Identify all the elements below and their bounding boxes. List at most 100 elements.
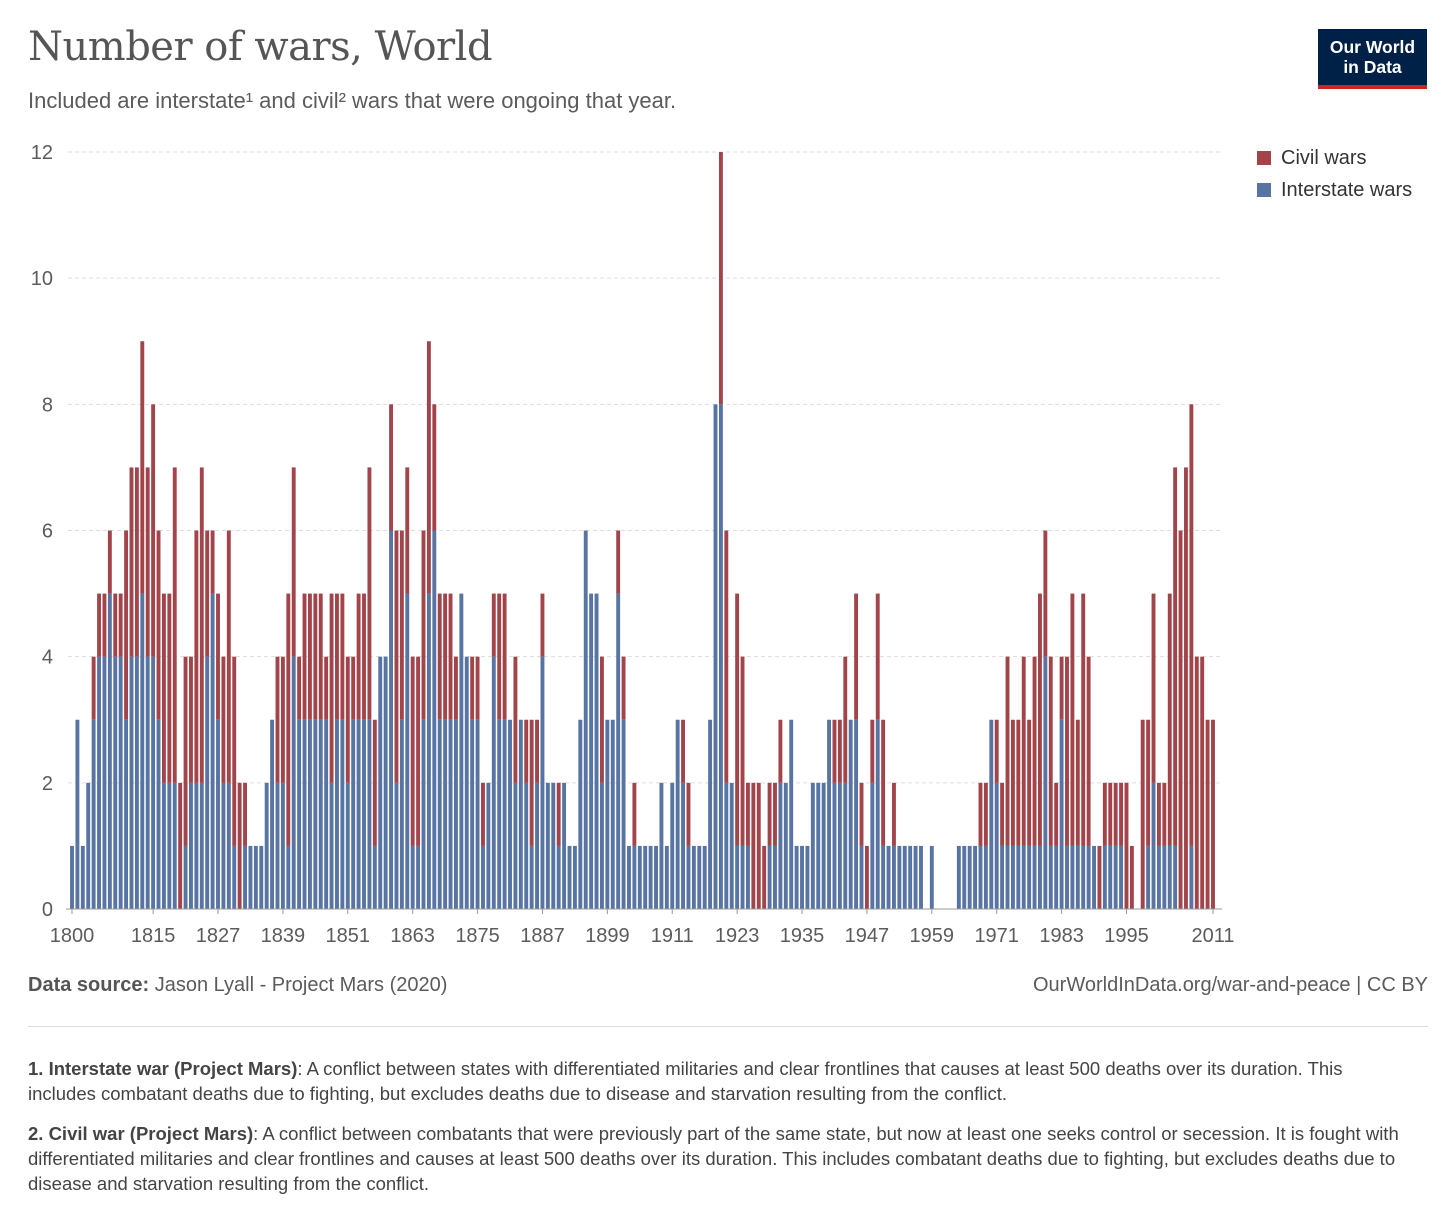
bar-civil[interactable] [983, 782, 988, 846]
bar-civil[interactable] [994, 719, 999, 783]
bar-interstate[interactable] [518, 719, 523, 909]
bar-civil[interactable] [372, 719, 377, 846]
bar-civil[interactable] [1211, 719, 1215, 909]
legend-item-interstate[interactable]: Interstate wars [1257, 174, 1412, 206]
bar-interstate[interactable] [399, 719, 404, 909]
bar-civil[interactable] [91, 656, 96, 720]
bar-civil[interactable] [297, 656, 302, 720]
bar-interstate[interactable] [1070, 845, 1075, 909]
bar-civil[interactable] [1113, 782, 1118, 846]
bar-civil[interactable] [1097, 845, 1102, 909]
bar-interstate[interactable] [432, 530, 437, 910]
bar-interstate[interactable] [1065, 845, 1069, 909]
bar-civil[interactable] [1054, 782, 1059, 846]
bar-interstate[interactable] [232, 845, 237, 909]
bar-civil[interactable] [416, 656, 421, 846]
bar-interstate[interactable] [362, 719, 366, 909]
bar-interstate[interactable] [740, 845, 745, 909]
bar-interstate[interactable] [821, 782, 826, 909]
bar-interstate[interactable] [599, 782, 604, 909]
bar-civil[interactable] [751, 782, 756, 909]
bar-civil[interactable] [1167, 593, 1172, 846]
bar-civil[interactable] [513, 656, 518, 783]
bar-interstate[interactable] [967, 845, 972, 909]
bar-interstate[interactable] [621, 719, 626, 909]
bar-interstate[interactable] [902, 845, 907, 909]
bar-interstate[interactable] [605, 719, 610, 909]
bar-interstate[interactable] [356, 719, 361, 909]
bar-civil[interactable] [194, 530, 199, 783]
bar-civil[interactable] [389, 404, 393, 531]
bar-interstate[interactable] [1162, 845, 1167, 909]
bar-civil[interactable] [205, 530, 210, 657]
bar-civil[interactable] [843, 656, 848, 783]
bar-interstate[interactable] [1156, 845, 1161, 909]
bar-interstate[interactable] [670, 782, 675, 909]
bar-interstate[interactable] [210, 593, 215, 909]
bar-civil[interactable] [540, 593, 545, 657]
bar-interstate[interactable] [1032, 845, 1037, 909]
bar-civil[interactable] [362, 593, 366, 720]
source-url-link[interactable]: OurWorldInData.org/war-and-peace [1033, 974, 1351, 996]
bar-civil[interactable] [1081, 593, 1086, 846]
bar-interstate[interactable] [535, 782, 539, 909]
bar-interstate[interactable] [1075, 845, 1080, 909]
bar-interstate[interactable] [837, 782, 842, 909]
bar-interstate[interactable] [810, 782, 815, 909]
bar-interstate[interactable] [843, 782, 848, 909]
bar-interstate[interactable] [1059, 719, 1064, 909]
bar-interstate[interactable] [426, 593, 431, 909]
bar-interstate[interactable] [248, 845, 253, 909]
bar-civil[interactable] [556, 782, 561, 846]
bar-interstate[interactable] [643, 845, 648, 909]
bar-civil[interactable] [1070, 593, 1075, 846]
bar-interstate[interactable] [1005, 845, 1010, 909]
bar-civil[interactable] [140, 341, 145, 594]
bar-interstate[interactable] [497, 719, 502, 909]
bar-civil[interactable] [718, 152, 723, 405]
bar-interstate[interactable] [389, 530, 393, 910]
bar-interstate[interactable] [113, 656, 118, 909]
bar-civil[interactable] [329, 593, 334, 783]
bar-interstate[interactable] [410, 845, 415, 909]
bar-interstate[interactable] [567, 845, 572, 909]
bar-civil[interactable] [1156, 782, 1161, 846]
bar-civil[interactable] [491, 593, 496, 657]
bar-civil[interactable] [351, 656, 356, 720]
bar-interstate[interactable] [226, 782, 231, 909]
bar-civil[interactable] [1059, 656, 1064, 720]
bar-interstate[interactable] [994, 782, 999, 909]
bar-interstate[interactable] [513, 782, 518, 909]
bar-interstate[interactable] [156, 719, 161, 909]
bar-civil[interactable] [410, 656, 415, 846]
bar-civil[interactable] [97, 593, 101, 657]
bar-civil[interactable] [1119, 782, 1124, 846]
bar-civil[interactable] [1048, 656, 1053, 846]
bar-interstate[interactable] [405, 593, 410, 909]
bar-interstate[interactable] [1092, 845, 1096, 909]
bar-civil[interactable] [1005, 656, 1010, 846]
bar-civil[interactable] [232, 656, 237, 846]
bar-interstate[interactable] [1173, 845, 1178, 909]
bar-interstate[interactable] [70, 845, 74, 909]
bar-interstate[interactable] [713, 404, 718, 909]
bar-interstate[interactable] [302, 719, 307, 909]
bar-interstate[interactable] [908, 845, 913, 909]
bar-interstate[interactable] [291, 656, 296, 909]
bar-civil[interactable] [870, 719, 875, 783]
bar-civil[interactable] [497, 593, 502, 720]
bar-civil[interactable] [1000, 782, 1005, 846]
bar-interstate[interactable] [859, 845, 864, 909]
bar-civil[interactable] [978, 782, 983, 846]
bar-civil[interactable] [102, 593, 107, 657]
bar-interstate[interactable] [913, 845, 918, 909]
bar-interstate[interactable] [794, 845, 799, 909]
bar-interstate[interactable] [335, 719, 339, 909]
bar-civil[interactable] [124, 530, 129, 720]
bar-interstate[interactable] [540, 656, 545, 909]
bar-interstate[interactable] [735, 845, 740, 909]
bar-civil[interactable] [1194, 656, 1199, 909]
bar-interstate[interactable] [702, 845, 707, 909]
bar-civil[interactable] [118, 593, 123, 657]
bar-interstate[interactable] [1167, 845, 1172, 909]
